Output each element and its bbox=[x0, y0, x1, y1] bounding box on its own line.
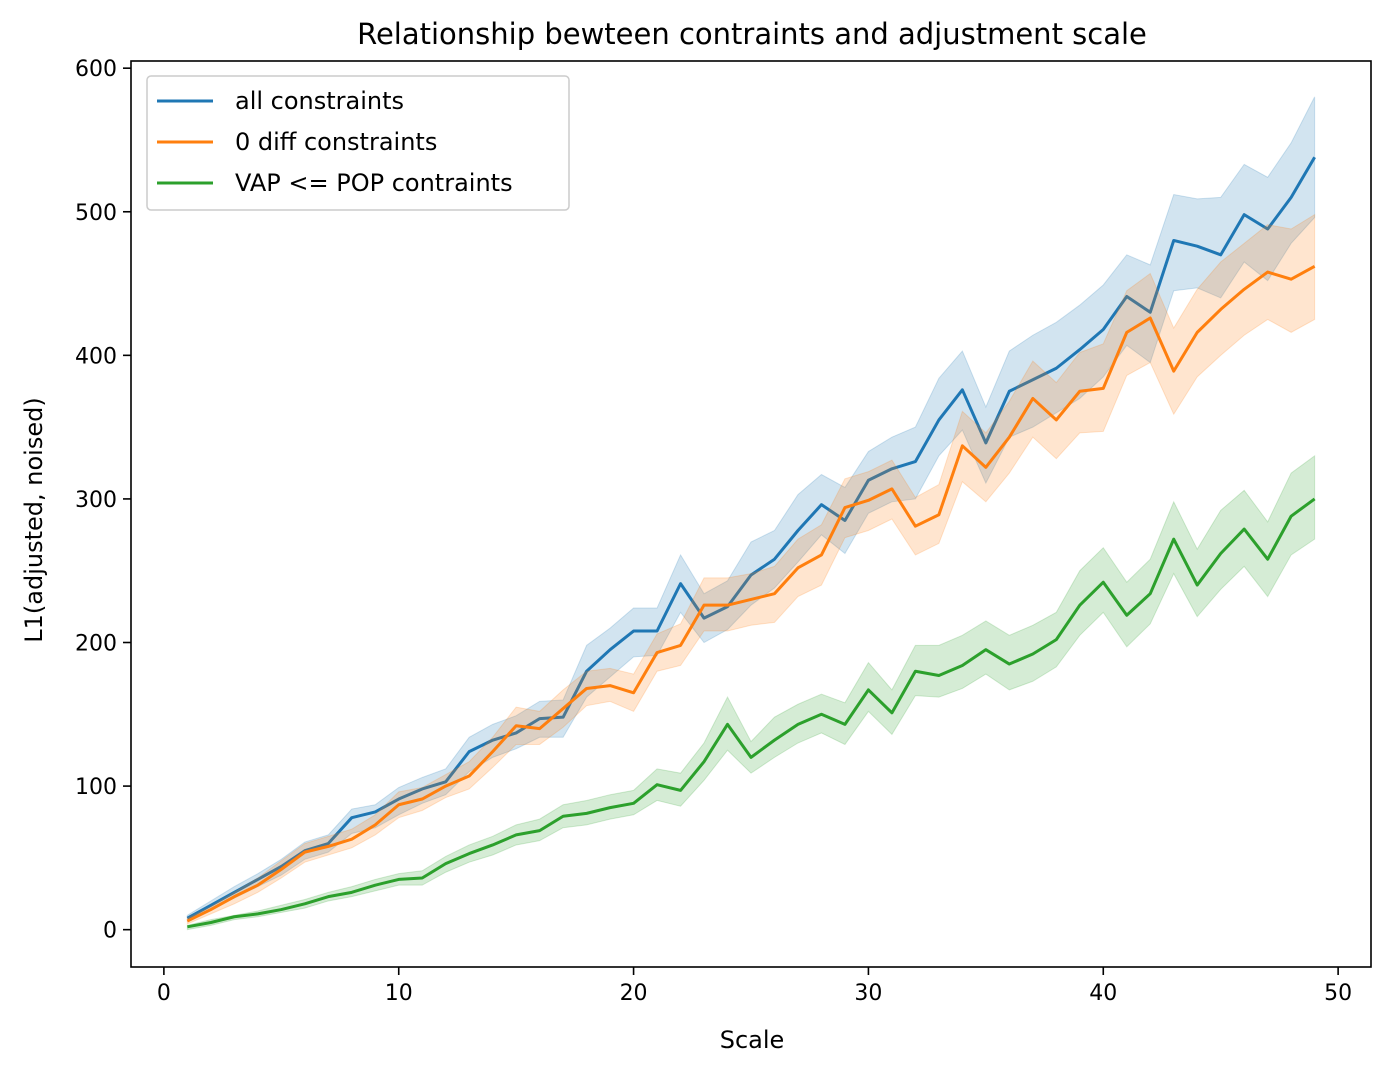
legend-item: VAP <= POP contraints bbox=[157, 169, 513, 197]
x-tick-label: 20 bbox=[620, 981, 648, 1006]
y-tick-label: 300 bbox=[75, 488, 117, 513]
x-tick-label: 30 bbox=[854, 981, 882, 1006]
legend-box bbox=[146, 75, 570, 211]
series-1-confidence-band bbox=[186, 96, 1316, 922]
legend-item: 0 diff constraints bbox=[157, 128, 437, 156]
x-tick-label: 50 bbox=[1324, 981, 1352, 1006]
x-axis: 0 10 20 30 40 50 bbox=[157, 967, 1352, 1006]
y-tick-label: 600 bbox=[75, 57, 117, 82]
y-tick-label: 100 bbox=[75, 775, 117, 800]
legend-label: all constraints bbox=[235, 87, 404, 115]
series-1-line bbox=[186, 156, 1316, 920]
y-axis-label: L1(adjusted, noised) bbox=[20, 397, 48, 642]
series-3-line bbox=[187, 497, 1316, 929]
series-3-confidence-band bbox=[186, 454, 1316, 931]
series-3 bbox=[186, 454, 1316, 931]
x-tick-label: 10 bbox=[385, 981, 413, 1006]
series-2-confidence-band bbox=[186, 213, 1316, 925]
y-tick-label: 200 bbox=[75, 632, 117, 657]
x-tick-label: 40 bbox=[1089, 981, 1117, 1006]
legend-label: 0 diff constraints bbox=[235, 128, 437, 156]
y-tick-label: 400 bbox=[75, 344, 117, 369]
legend-label: VAP <= POP contraints bbox=[235, 169, 513, 197]
x-axis-label: Scale bbox=[720, 1026, 785, 1054]
legend-item: all constraints bbox=[157, 87, 404, 115]
series-2 bbox=[186, 213, 1316, 925]
series-1 bbox=[186, 96, 1316, 922]
y-tick-label: 0 bbox=[103, 919, 117, 944]
plot-area-frame bbox=[130, 60, 1372, 968]
series-layer bbox=[186, 96, 1316, 931]
chart-title: Relationship bewteen contraints and adju… bbox=[357, 17, 1147, 51]
legend: all constraints 0 diff constraints VAP <= … bbox=[146, 75, 570, 211]
y-tick-label: 500 bbox=[75, 201, 117, 226]
y-axis: 0 100 200 300 400 500 600 bbox=[75, 57, 131, 944]
series-2-line bbox=[186, 265, 1316, 923]
x-tick-label: 0 bbox=[157, 981, 171, 1006]
